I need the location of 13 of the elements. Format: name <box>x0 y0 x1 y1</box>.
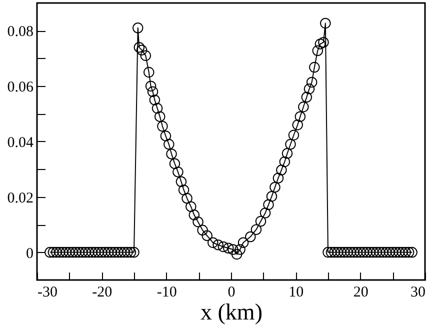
y-tick-label: 0.08 <box>7 24 34 40</box>
x-tick-label: -20 <box>92 284 112 300</box>
x-tick-label: -30 <box>38 284 58 300</box>
x-tick-label: 20 <box>353 284 368 300</box>
y-tick-label: 0.02 <box>7 190 34 206</box>
x-tick-label: 0 <box>228 284 236 300</box>
x-axis-title: x (km) <box>200 300 262 324</box>
x-tick-label: 30 <box>410 284 426 300</box>
y-tick-label: 0.06 <box>7 80 34 96</box>
y-tick-label: 0 <box>26 246 34 262</box>
y-tick-label: 0.04 <box>7 135 34 151</box>
x-tick-label: 10 <box>288 284 304 300</box>
x-tick-label: -10 <box>156 284 177 300</box>
